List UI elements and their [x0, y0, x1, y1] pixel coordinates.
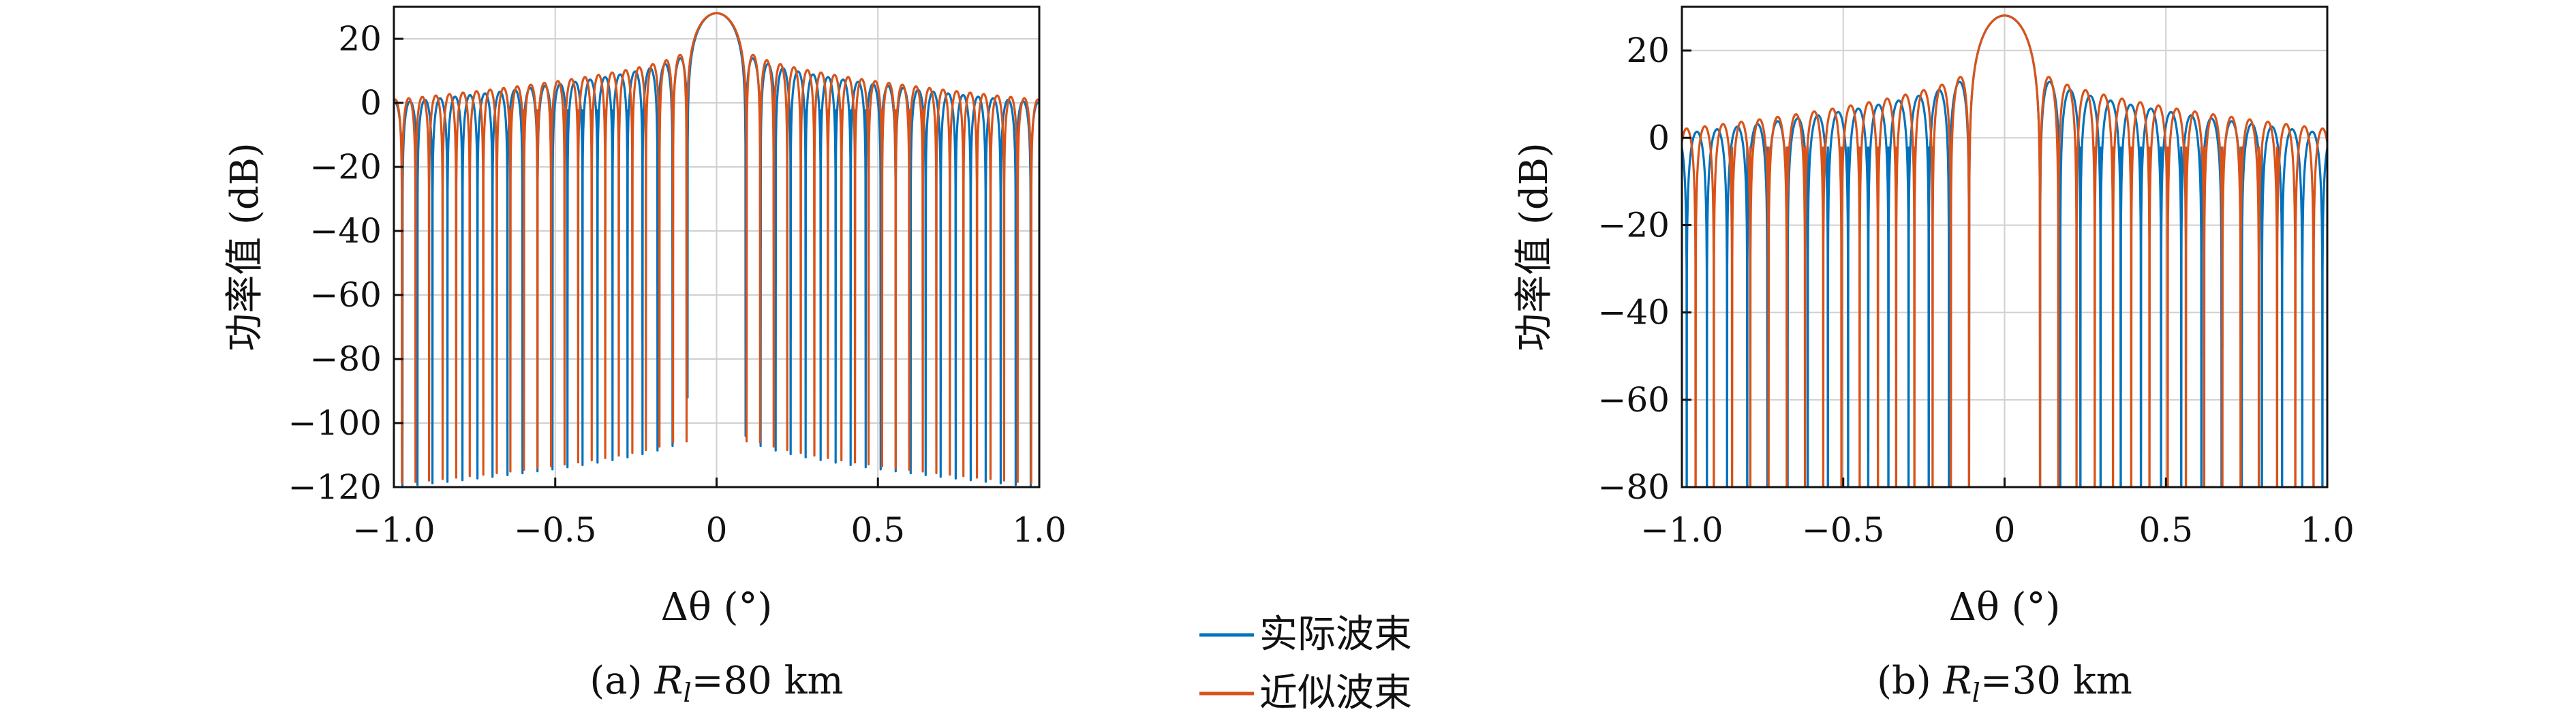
y-tick-label: −60	[309, 275, 382, 315]
y-tick-label: 0	[1648, 118, 1670, 157]
legend-label-approx: 近似波束	[1259, 671, 1412, 715]
caption-prefix: (a)	[589, 659, 654, 703]
x-axis-label: Δθ (°)	[1949, 585, 2061, 629]
chart-panel-b: −1.0 −0.5 0 0.5 1.0 20 0 −20 −40 −60 −80 Δθ (°) 功率值 …	[1512, 5, 2355, 708]
y-tick-label: −80	[309, 339, 382, 379]
y-tick-label: 20	[1626, 31, 1670, 70]
y-tick-label: −60	[1597, 380, 1670, 420]
x-axis-label: Δθ (°)	[661, 585, 773, 629]
x-tick-label: 1.0	[2300, 510, 2355, 550]
series-line-approx	[394, 12, 1039, 484]
panel-caption: (b) Rl=30 km	[1877, 659, 2132, 708]
caption-prefix: (b)	[1877, 659, 1943, 703]
y-axis-label: 功率值 (dB)	[1512, 142, 1557, 352]
y-tick-label: −120	[288, 467, 382, 507]
x-tick-label: 0	[706, 510, 728, 550]
y-tick-label: −20	[309, 147, 382, 187]
y-tick-label: 0	[360, 83, 382, 123]
series-line-approx	[1682, 14, 2327, 487]
y-tick-label: −40	[309, 211, 382, 251]
grid	[1682, 7, 2327, 487]
y-tick-label: −100	[288, 403, 382, 443]
x-tick-label: −1.0	[352, 510, 435, 550]
legend: 实际波束 近似波束	[1199, 612, 1412, 715]
x-tick-label: 1.0	[1012, 510, 1067, 550]
caption-var: R	[1943, 659, 1972, 703]
grid	[394, 7, 1039, 487]
caption-sub: l	[683, 678, 691, 708]
legend-label-actual: 实际波束	[1259, 612, 1412, 657]
chart-panel-a: −1.0 −0.5 0 0.5 1.0 20 0 −20 −40 −60 −80 −100 −120 Δθ…	[223, 5, 1067, 708]
caption-sub: l	[1972, 678, 1980, 708]
x-tick-label: 0	[1994, 510, 2016, 550]
series-group	[394, 12, 1039, 487]
caption-suffix: =80 km	[692, 659, 844, 703]
caption-var: R	[654, 659, 683, 703]
x-tick-label: −1.0	[1640, 510, 1723, 550]
x-tick-label: 0.5	[2138, 510, 2193, 550]
caption-suffix: =30 km	[1980, 659, 2132, 703]
x-tick-label: −0.5	[1802, 510, 1884, 550]
x-tick-label: 0.5	[850, 510, 905, 550]
y-tick-label: −40	[1597, 293, 1670, 332]
y-tick-label: 20	[338, 19, 382, 59]
y-tick-label: −20	[1597, 205, 1670, 245]
series-group	[1682, 14, 2327, 487]
x-tick-label: −0.5	[514, 510, 596, 550]
y-tick-label: −80	[1597, 467, 1670, 507]
panel-caption: (a) Rl=80 km	[589, 659, 843, 708]
y-axis-label: 功率值 (dB)	[223, 142, 267, 352]
